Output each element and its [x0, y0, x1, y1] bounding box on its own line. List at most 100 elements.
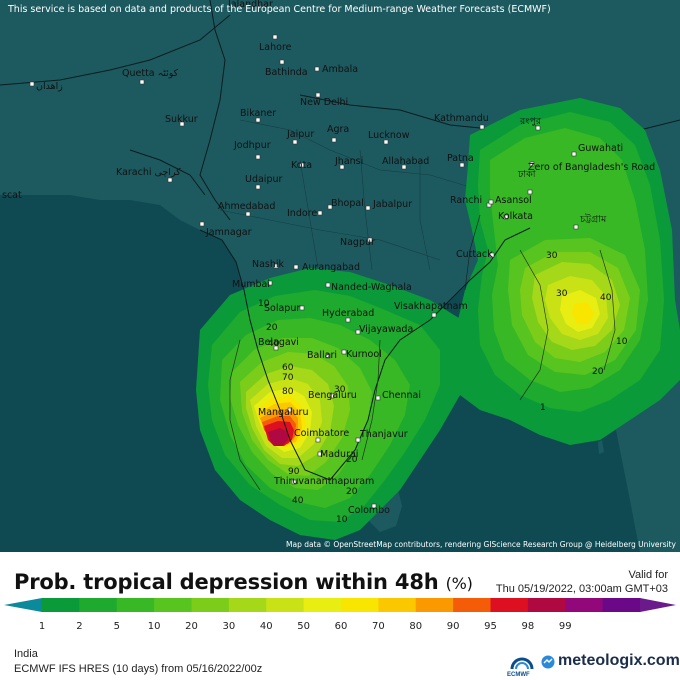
- ecmwf-logo-icon: [510, 657, 534, 670]
- valid-label: Valid for: [628, 569, 668, 581]
- svg-text:Bhopal: Bhopal: [331, 198, 364, 209]
- legend-tick-label: 1: [39, 621, 45, 632]
- legend-swatch: [228, 598, 267, 612]
- legend-tick-label: 98: [522, 621, 535, 632]
- svg-text:Cuttack: Cuttack: [456, 249, 493, 260]
- city-kota: Kota: [291, 160, 312, 171]
- city-ballari: Ballari: [307, 350, 337, 361]
- city-visakhapatnam: Visakhapatnam: [394, 301, 468, 318]
- contour-label: 80: [282, 387, 294, 397]
- svg-text:Aurangabad: Aurangabad: [302, 262, 360, 273]
- svg-text:Indore: Indore: [287, 208, 317, 219]
- city-bikaner: Bikaner: [240, 108, 276, 123]
- svg-text:Bengaluru: Bengaluru: [308, 390, 357, 401]
- city-kathmandu: Kathmandu: [434, 113, 489, 130]
- city-vijayawada: Vijayawada: [355, 324, 413, 335]
- map-attribution: Map data © OpenStreetMap contributors, r…: [286, 540, 676, 549]
- city-jhansi: Jhansi: [334, 156, 363, 170]
- svg-text:Quetta کوئٹہ: Quetta کوئٹہ: [122, 68, 179, 79]
- city-jaipur: Jaipur: [286, 129, 314, 145]
- city-mangaluru: Mangaluru: [258, 407, 308, 418]
- svg-text:Jhansi: Jhansi: [334, 156, 363, 167]
- svg-text:Colombo: Colombo: [348, 505, 390, 516]
- contour-label: 40: [292, 496, 304, 506]
- contour-label: 70: [282, 373, 294, 383]
- svg-text:Mumbai: Mumbai: [232, 279, 270, 290]
- svg-text:Ballari: Ballari: [307, 350, 337, 361]
- legend-swatch: [191, 598, 230, 612]
- svg-text:Patna: Patna: [447, 153, 474, 164]
- legend-ticks: 1 2 5 10 20 30 40 50 60 70 80 90 95 98 99: [39, 621, 572, 632]
- contour-label: 20: [346, 455, 358, 465]
- city-mumbai: Mumbai: [232, 279, 273, 290]
- valid-time: Thu 05/19/2022, 03:00am GMT+03: [495, 583, 668, 595]
- contour-label: 20: [592, 367, 604, 377]
- legend-swatch: [378, 598, 417, 612]
- legend-tick-label: 10: [148, 621, 161, 632]
- svg-text:Allahabad: Allahabad: [382, 156, 429, 167]
- legend-swatch: [453, 598, 491, 612]
- map-title: Prob. tropical depression within 48h (%): [14, 570, 473, 594]
- city-zahedan: زاهدان: [29, 81, 63, 92]
- svg-text:Visakhapatnam: Visakhapatnam: [394, 301, 468, 312]
- legend-tick-label: 30: [223, 621, 236, 632]
- region-label: India: [14, 648, 38, 660]
- legend-arrow-right: [640, 598, 676, 612]
- legend-swatch: [341, 598, 379, 612]
- legend-tick-label: 2: [76, 621, 82, 632]
- city-jalandhar: Jalandhar: [227, 0, 273, 10]
- contour-label: 10: [616, 337, 628, 347]
- city-asansol: Asansol: [488, 195, 532, 206]
- contour-label: 30: [546, 251, 558, 261]
- svg-text:Kurnool: Kurnool: [346, 349, 382, 360]
- city-guwahati: Guwahati: [571, 143, 623, 157]
- city-madurai: Madurai: [317, 449, 358, 460]
- contour-label: 20: [266, 323, 278, 333]
- svg-text:Solapur: Solapur: [264, 303, 300, 314]
- legend-bars: [4, 598, 676, 612]
- city-chennai: Chennai: [375, 390, 421, 401]
- city-ambala: Ambala: [314, 64, 358, 75]
- svg-text:Bathinda: Bathinda: [265, 67, 308, 78]
- model-run-label: ECMWF IFS HRES (10 days) from 05/16/2022…: [14, 663, 263, 675]
- svg-text:Jodhpur: Jodhpur: [233, 140, 271, 151]
- contour-label: 30: [334, 385, 346, 395]
- legend-tick-label: 90: [447, 621, 460, 632]
- svg-text:Kota: Kota: [291, 160, 312, 171]
- contour-label: 40: [268, 339, 280, 349]
- city-new-delhi: New Delhi: [300, 92, 348, 108]
- contour-lines: [229, 214, 616, 491]
- legend-swatch: [565, 598, 604, 612]
- svg-text:রংপুর: রংপুর: [519, 116, 542, 127]
- svg-text:Lucknow: Lucknow: [368, 130, 410, 141]
- contour-label: 10: [336, 515, 348, 525]
- legend-tick-label: 20: [185, 621, 198, 632]
- legend-tick-label: 50: [297, 621, 310, 632]
- svg-text:Nanded-Waghala: Nanded-Waghala: [331, 282, 412, 293]
- title-text: Prob. tropical depression within 48h: [14, 570, 439, 594]
- city-patna: Patna: [447, 153, 474, 168]
- svg-text:Vijayawada: Vijayawada: [359, 324, 413, 335]
- svg-text:New Delhi: New Delhi: [300, 97, 348, 108]
- city-lucknow: Lucknow: [368, 130, 410, 145]
- svg-text:Coimbatore: Coimbatore: [294, 428, 349, 439]
- legend-tick-label: 99: [559, 621, 572, 632]
- legend-tick-label: 5: [114, 621, 120, 632]
- legend-swatch: [266, 598, 305, 612]
- city-dhaka: ঢাকা: [517, 169, 537, 195]
- contour-label: 60: [282, 363, 294, 373]
- svg-text:Mangaluru: Mangaluru: [258, 407, 308, 418]
- legend-swatch: [602, 598, 641, 612]
- legend-tick-label: 70: [372, 621, 385, 632]
- svg-text:Nashik: Nashik: [252, 259, 285, 270]
- city-zero-road: Zero of Bangladesh's Road: [528, 161, 655, 173]
- city-lahore: Lahore: [259, 34, 292, 53]
- forecast-map: Lahore Bathinda Ambala Quetta کوئٹہ زاهد…: [0, 0, 680, 552]
- svg-text:Lahore: Lahore: [259, 42, 292, 53]
- svg-text:Madurai: Madurai: [320, 449, 358, 460]
- legend-tick-label: 95: [484, 621, 497, 632]
- city-bengaluru: Bengaluru: [308, 390, 357, 401]
- svg-text:Kolkata: Kolkata: [498, 211, 533, 222]
- svg-text:Belagavi: Belagavi: [258, 337, 299, 348]
- city-ahmedabad: Ahmedabad: [218, 201, 275, 217]
